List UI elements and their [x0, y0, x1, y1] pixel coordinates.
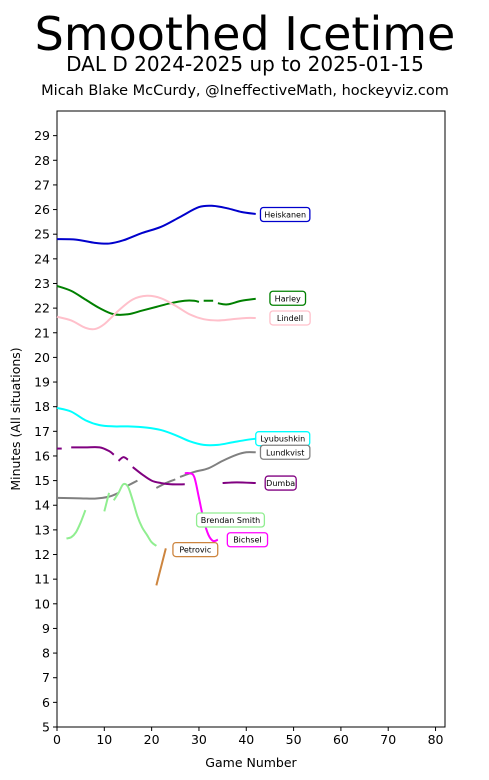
x-tick-label: 60 — [333, 732, 349, 747]
series-line-bichsel — [184, 471, 219, 543]
series-label-lyubushkin: Lyubushkin — [260, 435, 305, 444]
y-tick-label: 26 — [34, 202, 50, 217]
y-tick-label: 18 — [34, 399, 50, 414]
y-tick-label: 23 — [34, 276, 50, 291]
y-tick-label: 25 — [34, 227, 50, 242]
y-tick-label: 29 — [34, 128, 50, 143]
series-line-lundkvist — [179, 451, 256, 478]
series-line-dumba — [222, 481, 256, 485]
x-tick-label: 40 — [238, 732, 254, 747]
series-label-box-dumba — [264, 475, 297, 491]
series-label-harley: Harley — [275, 294, 301, 303]
series-line-brendan-smith — [66, 509, 87, 540]
series-line-brendan-smith — [103, 492, 111, 512]
y-tick-label: 17 — [34, 424, 50, 439]
series-label-box-harley — [269, 290, 307, 306]
y-tick-label: 8 — [42, 646, 50, 661]
x-axis-label: Game Number — [205, 755, 297, 770]
x-tick-label: 20 — [144, 732, 160, 747]
series-label-petrovic: Petrovic — [179, 546, 211, 555]
series-line-lundkvist — [56, 491, 119, 500]
series-line-dumba — [117, 456, 129, 462]
y-tick-label: 21 — [34, 325, 50, 340]
x-tick-label: 10 — [96, 732, 112, 747]
series-line-brendan-smith — [112, 482, 157, 547]
y-tick-label: 12 — [34, 547, 50, 562]
y-tick-label: 28 — [34, 153, 50, 168]
series-line-lindell — [56, 294, 256, 331]
y-tick-label: 15 — [34, 473, 50, 488]
plot-frame — [56, 110, 446, 728]
y-tick-label: 19 — [34, 375, 50, 390]
y-tick-label: 22 — [34, 301, 50, 316]
plot-area: 0 10 20 30 40 50 60 70 80 5 6 7 8 9 10 11 12 13 14 15 16 17 18… — [34, 110, 446, 747]
y-tick-label: 11 — [34, 572, 50, 587]
series-line-heiskanen — [56, 204, 256, 245]
y-tick-label: 27 — [34, 177, 50, 192]
series-line-dumba — [132, 466, 185, 486]
series-line-harley — [56, 284, 200, 316]
chart-credit: Micah Blake McCurdy, @IneffectiveMath, h… — [41, 83, 449, 99]
series-line-harley — [217, 297, 256, 306]
x-tick-label: 30 — [191, 732, 207, 747]
y-tick-label: 5 — [42, 720, 50, 735]
series-label-lundkvist: Lundkvist — [266, 448, 304, 457]
y-tick-label: 14 — [34, 498, 50, 513]
series-label-box-lundkvist — [259, 444, 311, 460]
x-tick-label: 80 — [428, 732, 444, 747]
y-tick-label: 24 — [34, 251, 50, 266]
chart-subtitle: DAL D 2024-2025 up to 2025-01-15 — [66, 52, 424, 76]
series-label-lindell: Lindell — [277, 314, 303, 323]
y-tick-label: 20 — [34, 350, 50, 365]
series-line-petrovic — [155, 548, 167, 586]
series-label-bichsel: Bichsel — [233, 536, 262, 545]
series-label-box-brendan-smith — [195, 512, 266, 528]
series-label-box-lindell — [269, 310, 311, 326]
series-line-dumba — [71, 446, 115, 456]
series-line-lundkvist — [127, 479, 138, 487]
y-tick-label: 6 — [42, 695, 50, 710]
series-label-brendan-smith: Brendan Smith — [201, 516, 261, 525]
x-tick-label: 50 — [286, 732, 302, 747]
series-line-lyubushkin — [56, 406, 256, 447]
y-tick-label: 10 — [34, 596, 50, 611]
y-axis-label: Minutes (All situations) — [8, 347, 23, 490]
x-tick-label: 70 — [380, 732, 396, 747]
series-label-heiskanen: Heiskanen — [264, 210, 306, 219]
x-tick-label: 0 — [53, 732, 61, 747]
series-label-box-heiskanen — [259, 206, 311, 223]
y-tick-label: 16 — [34, 448, 50, 463]
y-tick-label: 13 — [34, 522, 50, 537]
series-label-dumba: Dumba — [266, 479, 295, 488]
chart-title: Smoothed Icetime — [35, 7, 456, 61]
y-tick-label: 7 — [42, 670, 50, 685]
series-label-box-petrovic — [172, 541, 219, 558]
series-label-box-bichsel — [226, 532, 269, 548]
y-tick-label: 9 — [42, 621, 50, 636]
